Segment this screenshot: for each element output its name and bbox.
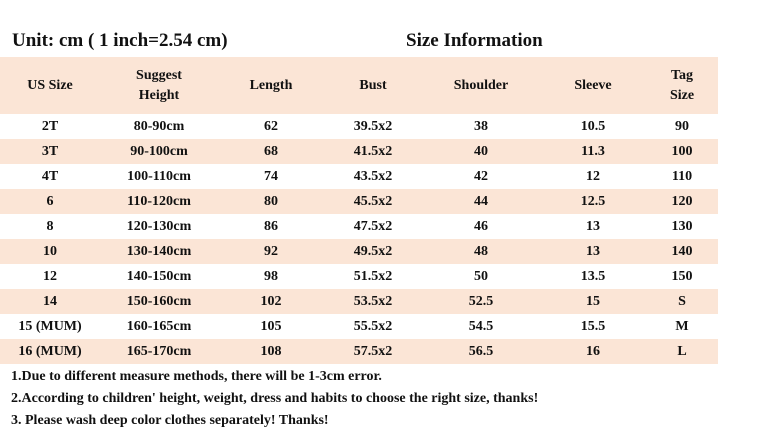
cell-sleeve: 16	[586, 343, 600, 359]
cell-length: 86	[264, 218, 278, 234]
column-header-bust: Bust	[359, 77, 387, 93]
cell-shoulder: 52.5	[468, 293, 494, 309]
cell-suggest-height: 90-100cm	[130, 143, 188, 159]
cell-tag-size: S	[678, 293, 686, 309]
cell-suggest-height: 100-110cm	[127, 168, 191, 184]
cell-tag-size: 110	[671, 168, 693, 184]
table-row: 15 (MUM) 160-165cm 105 55.5x2 54.5 15.5 M	[0, 314, 718, 339]
size-table: US Size Suggest Height Length Bust Shoul…	[0, 57, 718, 364]
table-row: 2T 80-90cm 62 39.5x2 38 10.5 90	[0, 114, 718, 139]
cell-length: 74	[264, 168, 278, 184]
table-row: 10 130-140cm 92 49.5x2 48 13 140	[0, 239, 718, 264]
cell-bust: 41.5x2	[353, 143, 393, 159]
cell-shoulder: 54.5	[468, 318, 494, 334]
cell-length: 62	[264, 118, 278, 134]
cell-bust: 57.5x2	[353, 343, 393, 359]
cell-suggest-height: 150-160cm	[126, 293, 192, 309]
header-row: US Size Suggest Height Length Bust Shoul…	[0, 57, 718, 114]
cell-tag-size: M	[675, 318, 689, 334]
cell-suggest-height: 120-130cm	[126, 218, 192, 234]
table-row: 3T 90-100cm 68 41.5x2 40 11.3 100	[0, 139, 718, 164]
cell-tag-size: L	[677, 343, 687, 359]
cell-us-size: 4T	[41, 168, 59, 184]
cell-sleeve: 13.5	[580, 268, 606, 284]
table-row: 6 110-120cm 80 45.5x2 44 12.5 120	[0, 189, 718, 214]
cell-tag-size: 100	[671, 143, 693, 159]
unit-label: Unit: cm ( 1 inch=2.54 cm)	[12, 30, 228, 51]
cell-length: 92	[264, 243, 278, 259]
column-header-sleeve: Sleeve	[574, 77, 612, 93]
cell-bust: 53.5x2	[353, 293, 393, 309]
cell-suggest-height: 165-170cm	[126, 343, 192, 359]
cell-us-size: 14	[43, 293, 57, 309]
cell-sleeve: 13	[586, 243, 600, 259]
cell-shoulder: 56.5	[468, 343, 494, 359]
cell-shoulder: 48	[474, 243, 488, 259]
header: Unit: cm ( 1 inch=2.54 cm) Size Informat…	[0, 30, 776, 54]
cell-us-size: 6	[46, 193, 54, 209]
cell-sleeve: 13	[586, 218, 600, 234]
column-header-us-size: US Size	[27, 77, 73, 93]
table-body: 2T 80-90cm 62 39.5x2 38 10.5 90 3T 90-100cm 68 41.…	[0, 114, 718, 364]
table-row: 16 (MUM) 165-170cm 108 57.5x2 56.5 16 L	[0, 339, 718, 364]
cell-shoulder: 50	[474, 268, 488, 284]
table-row: 4T 100-110cm 74 43.5x2 42 12 110	[0, 164, 718, 189]
cell-us-size: 10	[43, 243, 57, 259]
cell-shoulder: 46	[474, 218, 488, 234]
cell-length: 80	[264, 193, 278, 209]
cell-suggest-height: 140-150cm	[126, 268, 192, 284]
cell-sleeve: 12	[586, 168, 600, 184]
cell-tag-size: 150	[671, 268, 693, 284]
cell-us-size: 12	[43, 268, 57, 284]
cell-length: 98	[264, 268, 278, 284]
cell-length: 102	[260, 293, 282, 309]
note-line: 1.Due to different measure methods, ther…	[11, 369, 382, 384]
cell-tag-size: 120	[671, 193, 693, 209]
cell-length: 68	[264, 143, 278, 159]
cell-bust: 45.5x2	[353, 193, 393, 209]
cell-length: 108	[260, 343, 282, 359]
cell-bust: 51.5x2	[353, 268, 393, 284]
cell-bust: 39.5x2	[353, 118, 393, 134]
cell-shoulder: 42	[474, 168, 488, 184]
cell-tag-size: 130	[671, 218, 693, 234]
cell-shoulder: 44	[474, 193, 488, 209]
table-row: 14 150-160cm 102 53.5x2 52.5 15 S	[0, 289, 718, 314]
cell-length: 105	[260, 318, 282, 334]
cell-us-size: 3T	[41, 143, 59, 159]
column-header-suggest-height: Suggest Height	[136, 67, 182, 103]
page-title: Size Information	[406, 30, 543, 51]
cell-sleeve: 15.5	[580, 318, 606, 334]
cell-tag-size: 140	[671, 243, 693, 259]
cell-us-size: 2T	[41, 118, 59, 134]
cell-sleeve: 10.5	[580, 118, 606, 134]
cell-us-size: 15 (MUM)	[18, 318, 82, 334]
cell-shoulder: 38	[474, 118, 488, 134]
table-row: 12 140-150cm 98 51.5x2 50 13.5 150	[0, 264, 718, 289]
cell-bust: 55.5x2	[353, 318, 393, 334]
table-header: US Size Suggest Height Length Bust Shoul…	[0, 57, 718, 114]
column-header-shoulder: Shoulder	[453, 77, 509, 93]
cell-sleeve: 12.5	[580, 193, 606, 209]
note-line: 3. Please wash deep color clothes separa…	[11, 413, 329, 428]
cell-shoulder: 40	[474, 143, 488, 159]
cell-tag-size: 90	[675, 118, 689, 134]
cell-sleeve: 15	[586, 293, 600, 309]
cell-us-size: 16 (MUM)	[18, 343, 82, 359]
cell-suggest-height: 80-90cm	[133, 118, 185, 134]
table-row: 8 120-130cm 86 47.5x2 46 13 130	[0, 214, 718, 239]
cell-suggest-height: 110-120cm	[127, 193, 191, 209]
cell-bust: 47.5x2	[353, 218, 393, 234]
cell-us-size: 8	[46, 218, 54, 234]
notes: 1.Due to different measure methods, ther…	[11, 366, 538, 432]
cell-suggest-height: 130-140cm	[126, 243, 192, 259]
column-header-length: Length	[249, 77, 293, 93]
cell-sleeve: 11.3	[581, 143, 605, 159]
column-header-tag-size: Tag Size	[669, 67, 695, 103]
note-line: 2.According to children' height, weight,…	[11, 391, 539, 406]
cell-suggest-height: 160-165cm	[126, 318, 192, 334]
cell-bust: 43.5x2	[353, 168, 393, 184]
cell-bust: 49.5x2	[353, 243, 393, 259]
